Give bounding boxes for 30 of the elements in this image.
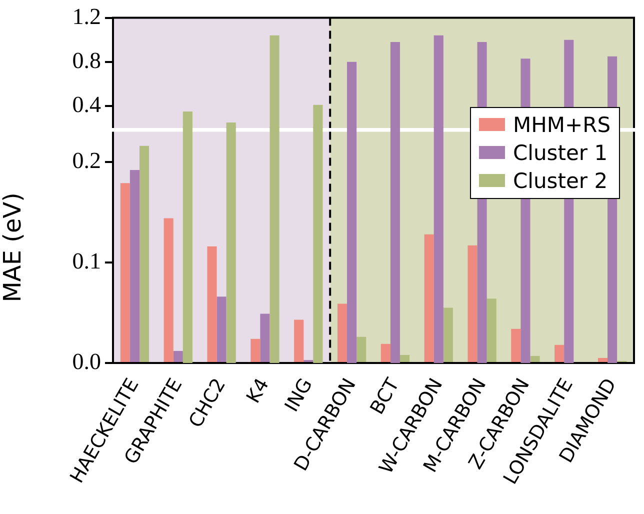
y-tick-label: 0.0 — [72, 349, 101, 374]
y-tick-label: 1.2 — [72, 4, 101, 29]
bar — [400, 354, 410, 362]
bar — [130, 170, 140, 362]
y-axis-title: MAE (eV) — [0, 192, 27, 302]
bar — [530, 356, 540, 362]
bar — [294, 320, 304, 362]
bar — [443, 308, 453, 362]
legend-label: Cluster 1 — [513, 140, 608, 167]
bar — [139, 146, 150, 362]
x-tick-label: K4 — [242, 374, 274, 407]
legend-label: MHM+RS — [513, 112, 611, 139]
bar — [260, 314, 270, 362]
bar — [164, 218, 174, 362]
bar — [337, 304, 348, 362]
y-tick-label: 0.4 — [72, 92, 102, 118]
bar — [511, 328, 521, 362]
bar — [380, 344, 390, 362]
bar — [554, 344, 564, 362]
legend-label: Cluster 2 — [513, 168, 608, 195]
bar — [356, 336, 366, 362]
y-tick-label: 0.8 — [72, 48, 101, 73]
y-tick-label: 0.1 — [72, 248, 101, 274]
bar — [598, 358, 608, 362]
bar — [120, 183, 130, 362]
bar — [216, 296, 226, 362]
bar — [173, 350, 183, 362]
bar — [250, 338, 260, 362]
y-tick-label: 0.2 — [72, 148, 101, 174]
bar — [207, 246, 217, 362]
